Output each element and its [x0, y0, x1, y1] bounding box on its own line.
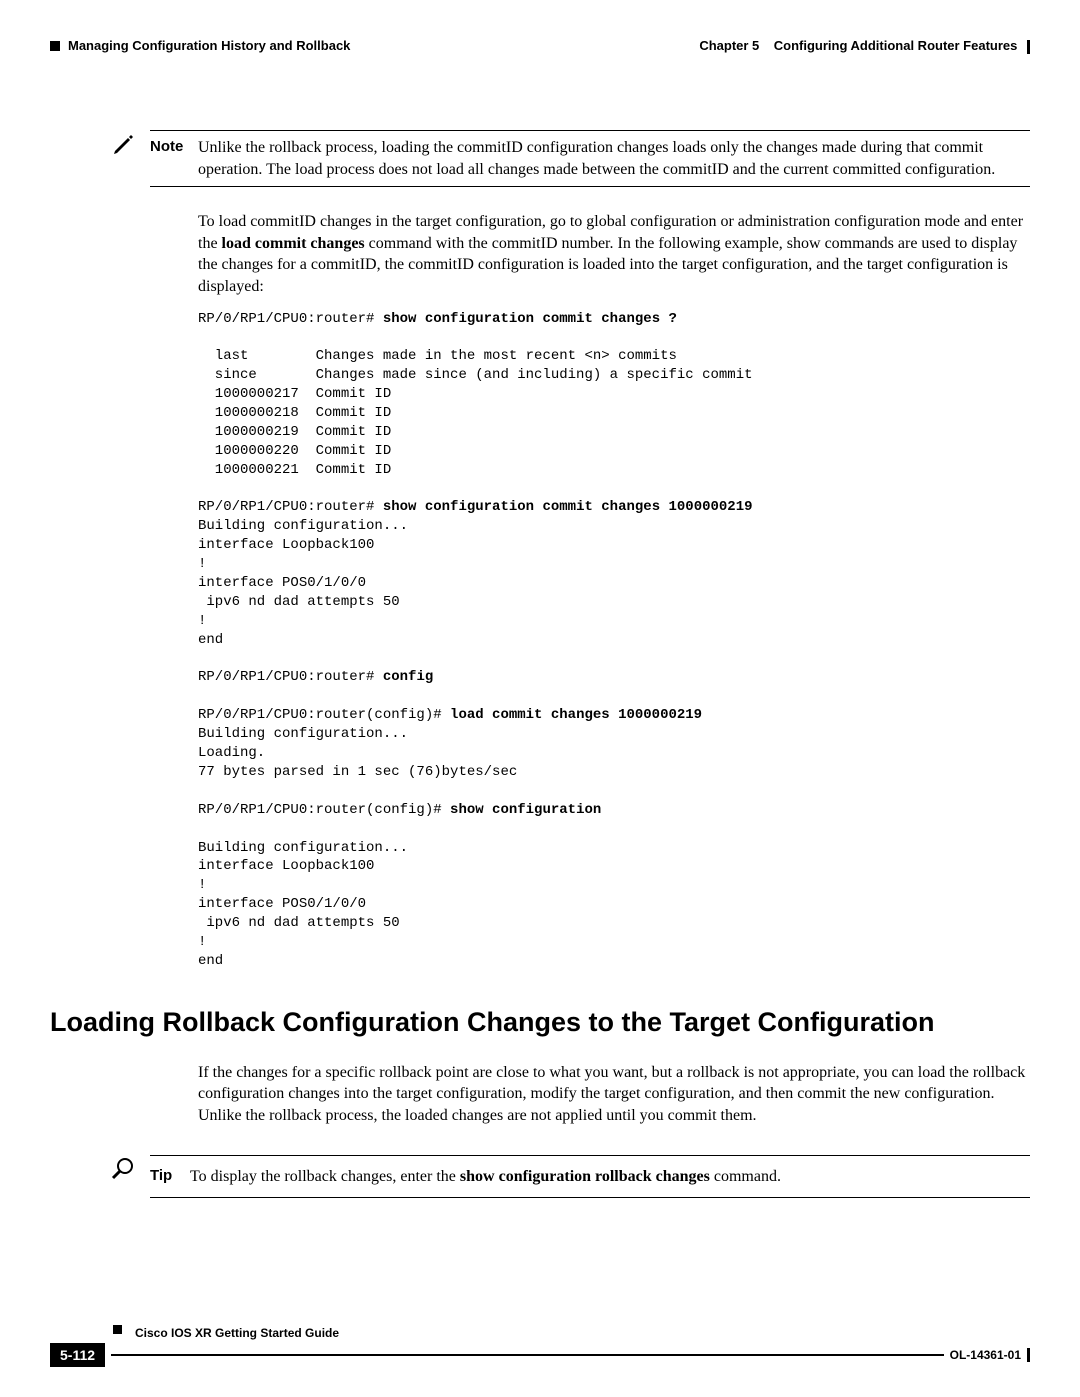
- doc-id: OL-14361-01: [950, 1348, 1021, 1362]
- tip-label: Tip: [150, 1166, 190, 1188]
- cli-block: RP/0/RP1/CPU0:router# show configuration…: [198, 310, 1030, 971]
- footer-vbar-icon: [1027, 1348, 1030, 1362]
- section-heading: Loading Rollback Configuration Changes t…: [50, 1007, 1030, 1038]
- cli-cmd-4: load commit changes 1000000219: [450, 707, 702, 723]
- footer-rule: [111, 1354, 944, 1356]
- header-chapter-title: Configuring Additional Router Features: [774, 38, 1018, 53]
- cli-block4: Building configuration... Loading. 77 by…: [198, 726, 517, 780]
- pencil-icon: [110, 130, 136, 161]
- cli-prompt-5: RP/0/RP1/CPU0:router(config)#: [198, 802, 450, 818]
- header-right: Chapter 5 Configuring Additional Router …: [699, 38, 1030, 54]
- tip-b: command.: [710, 1168, 781, 1185]
- header-bar-icon: [1027, 40, 1030, 54]
- header-chapter-prefix: Chapter 5: [699, 38, 759, 53]
- header-left: Managing Configuration History and Rollb…: [50, 38, 350, 54]
- cli-list: last Changes made in the most recent <n>…: [198, 348, 753, 477]
- note-label: Note: [150, 137, 198, 180]
- paragraph-rollback: If the changes for a specific rollback p…: [198, 1062, 1030, 1127]
- tip-callout: Tip To display the rollback changes, ent…: [50, 1155, 1030, 1199]
- page-header: Managing Configuration History and Rollb…: [50, 38, 1030, 54]
- cli-cmd-1: show configuration commit changes ?: [383, 311, 677, 327]
- note-text: Unlike the rollback process, loading the…: [198, 137, 1030, 180]
- para1-bold: load commit changes: [222, 235, 365, 252]
- cli-prompt-1: RP/0/RP1/CPU0:router#: [198, 311, 383, 327]
- page-number: 5-112: [50, 1343, 105, 1367]
- cli-cmd-3: config: [383, 669, 433, 685]
- cli-cmd-2: show configuration commit changes 100000…: [383, 499, 753, 515]
- cli-prompt-2: RP/0/RP1/CPU0:router#: [198, 499, 383, 515]
- tip-bold: show configuration rollback changes: [460, 1168, 710, 1185]
- header-section: Managing Configuration History and Rollb…: [68, 38, 350, 53]
- note-callout: Note Unlike the rollback process, loadin…: [50, 130, 1030, 187]
- note-icon-col: [50, 130, 150, 163]
- tip-a: To display the rollback changes, enter t…: [190, 1168, 460, 1185]
- content: Note Unlike the rollback process, loadin…: [50, 100, 1030, 1198]
- tip-text: To display the rollback changes, enter t…: [190, 1166, 1030, 1188]
- cli-block5: Building configuration... interface Loop…: [198, 840, 408, 969]
- cli-cmd-5: show configuration: [450, 802, 601, 818]
- cli-block2: Building configuration... interface Loop…: [198, 518, 408, 647]
- header-square-icon: [50, 41, 60, 51]
- cli-prompt-4: RP/0/RP1/CPU0:router(config)#: [198, 707, 450, 723]
- tip-icon-col: [50, 1155, 150, 1188]
- footer-guide-title: Cisco IOS XR Getting Started Guide: [135, 1326, 1030, 1340]
- page-footer: Cisco IOS XR Getting Started Guide 5-112…: [50, 1326, 1030, 1367]
- paragraph-load-commitid: To load commitID changes in the target c…: [198, 211, 1030, 297]
- magnify-icon: [110, 1155, 136, 1186]
- cli-prompt-3: RP/0/RP1/CPU0:router#: [198, 669, 383, 685]
